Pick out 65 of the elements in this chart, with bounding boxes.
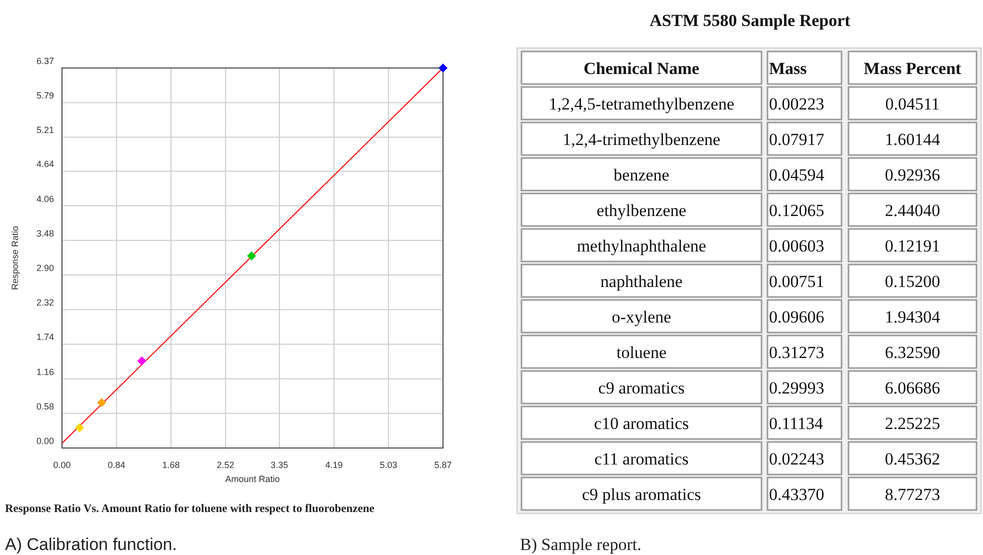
category-label: methylnaphthalene bbox=[576, 236, 706, 256]
x-tick-label: 2.52 bbox=[216, 460, 234, 470]
x-tick-label: 0.00 bbox=[53, 460, 71, 470]
legend-label: Mass Percent bbox=[864, 58, 962, 78]
data-label: 0.00751 bbox=[769, 272, 824, 291]
x-tick-label: 1.68 bbox=[162, 460, 180, 470]
y-tick-label: 3.48 bbox=[36, 228, 54, 238]
y-tick-label: 1.74 bbox=[36, 332, 54, 342]
category-label: c11 aromatics bbox=[594, 449, 689, 468]
category-label: c9 plus aromatics bbox=[582, 484, 701, 504]
data-label: 0.02243 bbox=[769, 449, 824, 468]
y-tick-label: 5.21 bbox=[36, 125, 54, 136]
category-label: 1,2,4,5-tetramethylbenzene bbox=[548, 94, 734, 114]
data-label: 8.77273 bbox=[884, 484, 940, 504]
data-label: 0.12191 bbox=[884, 236, 940, 256]
category-label: ethylbenzene bbox=[596, 200, 686, 220]
text: B) Sample report. bbox=[520, 535, 642, 554]
y-tick-label: 0.58 bbox=[36, 401, 54, 412]
data-label: 2.44040 bbox=[884, 200, 940, 220]
data-label: 0.29993 bbox=[769, 378, 824, 398]
data-label: 0.45362 bbox=[884, 449, 940, 468]
data-label: 0.04511 bbox=[885, 94, 940, 114]
category-label: 1,2,4-trimethylbenzene bbox=[562, 130, 720, 149]
data-label: 0.31273 bbox=[769, 342, 824, 362]
data-label: 0.92936 bbox=[884, 165, 940, 184]
category-label: c9 aromatics bbox=[598, 378, 685, 398]
data-label: 0.09606 bbox=[769, 307, 824, 326]
data-label: 1.60144 bbox=[884, 130, 941, 149]
y-axis-title: Response Ratio bbox=[10, 226, 20, 290]
data-label: 0.00603 bbox=[769, 236, 824, 256]
data-label: 6.32590 bbox=[884, 342, 940, 362]
data-label: 6.06686 bbox=[884, 378, 940, 398]
y-tick-label: 5.79 bbox=[36, 90, 54, 101]
x-tick-label: 5.03 bbox=[380, 460, 398, 470]
category-label: benzene bbox=[614, 165, 670, 184]
y-tick-label: 1.16 bbox=[36, 366, 54, 377]
y-tick-label: 4.64 bbox=[36, 159, 54, 170]
data-label: 0.12065 bbox=[769, 200, 824, 220]
text: ASTM 5580 Sample Report bbox=[650, 11, 851, 30]
data-label: 0.15200 bbox=[884, 272, 940, 291]
text: Response Ratio Vs. Amount Ratio for toluene with respect to fluorobenzene bbox=[5, 503, 374, 515]
data-label: 0.43370 bbox=[769, 484, 824, 504]
x-tick-label: 4.19 bbox=[325, 460, 343, 470]
data-label: 0.11134 bbox=[769, 414, 824, 433]
y-tick-label: 4.06 bbox=[36, 194, 54, 204]
category-label: o-xylene bbox=[612, 307, 672, 326]
x-tick-label: 5.87 bbox=[434, 460, 452, 470]
y-tick-label: 6.37 bbox=[36, 56, 54, 66]
y-tick-label: 2.32 bbox=[36, 298, 54, 308]
series-label: Mass bbox=[769, 58, 808, 78]
category-label: toluene bbox=[616, 342, 667, 362]
data-label: 2.25225 bbox=[884, 414, 940, 433]
x-tick-label: 0.84 bbox=[108, 460, 126, 470]
category-label: naphthalene bbox=[600, 272, 683, 291]
data-label: 0.00223 bbox=[769, 94, 824, 114]
y-tick-label: 0.00 bbox=[36, 436, 54, 446]
text: Chemical Name bbox=[584, 58, 700, 78]
x-tick-label: 3.35 bbox=[270, 460, 288, 470]
text: A) Calibration function. bbox=[5, 535, 177, 554]
data-label: 0.04594 bbox=[769, 165, 825, 184]
category-label: c10 aromatics bbox=[594, 414, 689, 433]
x-axis-title: Amount Ratio bbox=[225, 474, 280, 484]
data-label: 0.07917 bbox=[769, 130, 825, 149]
data-label: 1.94304 bbox=[884, 307, 941, 326]
y-tick-label: 2.90 bbox=[36, 263, 54, 273]
